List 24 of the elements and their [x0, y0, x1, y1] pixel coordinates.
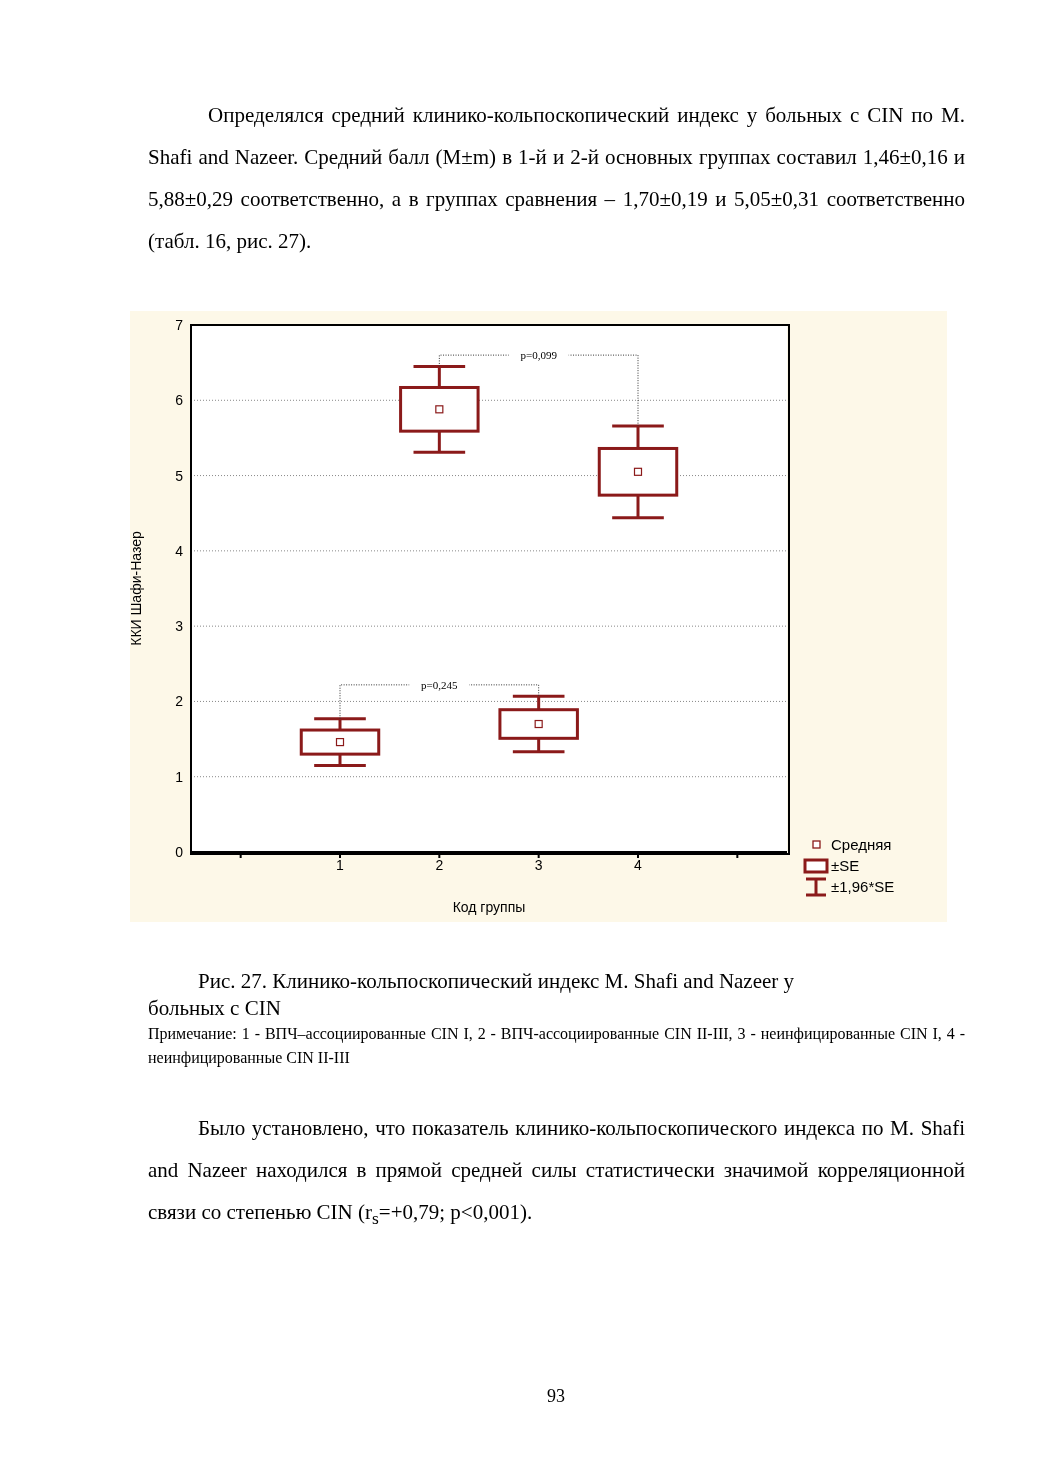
text: Определялся средний клинико-кольпоскопический индекс у больных с CIN по M. Shafi and Nazeer. Средний балл (M±m) в 1-й и 2-й основных группах составил 1,46±0,16 и 5,88±0,29 соответственно, а в группах сравнения – 1,70±0,19 и 5,05±0,31 соответственно (табл. 16, рис. 27).	[148, 102, 965, 255]
text: 93	[546, 1386, 566, 1407]
text: Средняя	[831, 836, 892, 853]
y-tick-label: 6	[175, 392, 184, 409]
x-tick-label: 2	[435, 856, 444, 873]
text: ±1,96*SE	[831, 878, 895, 895]
y-tick-label: 3	[175, 618, 184, 635]
text: Было установлено, что показатель клинико-кольпоскопического индекса по M. Shafi and Nazeer находился в прямой средней силы статистически значимой корреляционной связи со степенью CIN (r$_{s}$=+0,79; p<0,001).	[148, 1115, 965, 1231]
annotation: p=0,099	[520, 349, 558, 362]
annotation: p=0,245	[421, 678, 459, 691]
x-tick-label: 4	[634, 856, 643, 873]
text: ±SE	[831, 857, 860, 874]
y-tick-label: 4	[175, 542, 184, 559]
text: Примечание: 1 - ВПЧ–ассоциированные CIN I, 2 - ВПЧ-ассоциированные CIN II-III, 3 - неинфицированные CIN I, 4 - неинфицированные CIN II-III	[148, 1024, 965, 1069]
x-axis-title: Код группы	[452, 899, 526, 915]
x-tick-label: 1	[336, 856, 345, 873]
x-tick-label: 3	[534, 856, 543, 873]
y-tick-label: 2	[175, 693, 184, 710]
y-axis-title: ККИ Шафи-Назер	[127, 531, 144, 646]
y-tick-label: 7	[175, 316, 184, 333]
y-tick-label: 5	[175, 467, 184, 484]
y-tick-label: 1	[175, 768, 184, 785]
text: Рис. 27. Клинико-кольпоскопический индекс M. Shafi and Nazeer у больных с CIN	[148, 968, 796, 1022]
y-tick-label: 0	[175, 843, 184, 860]
